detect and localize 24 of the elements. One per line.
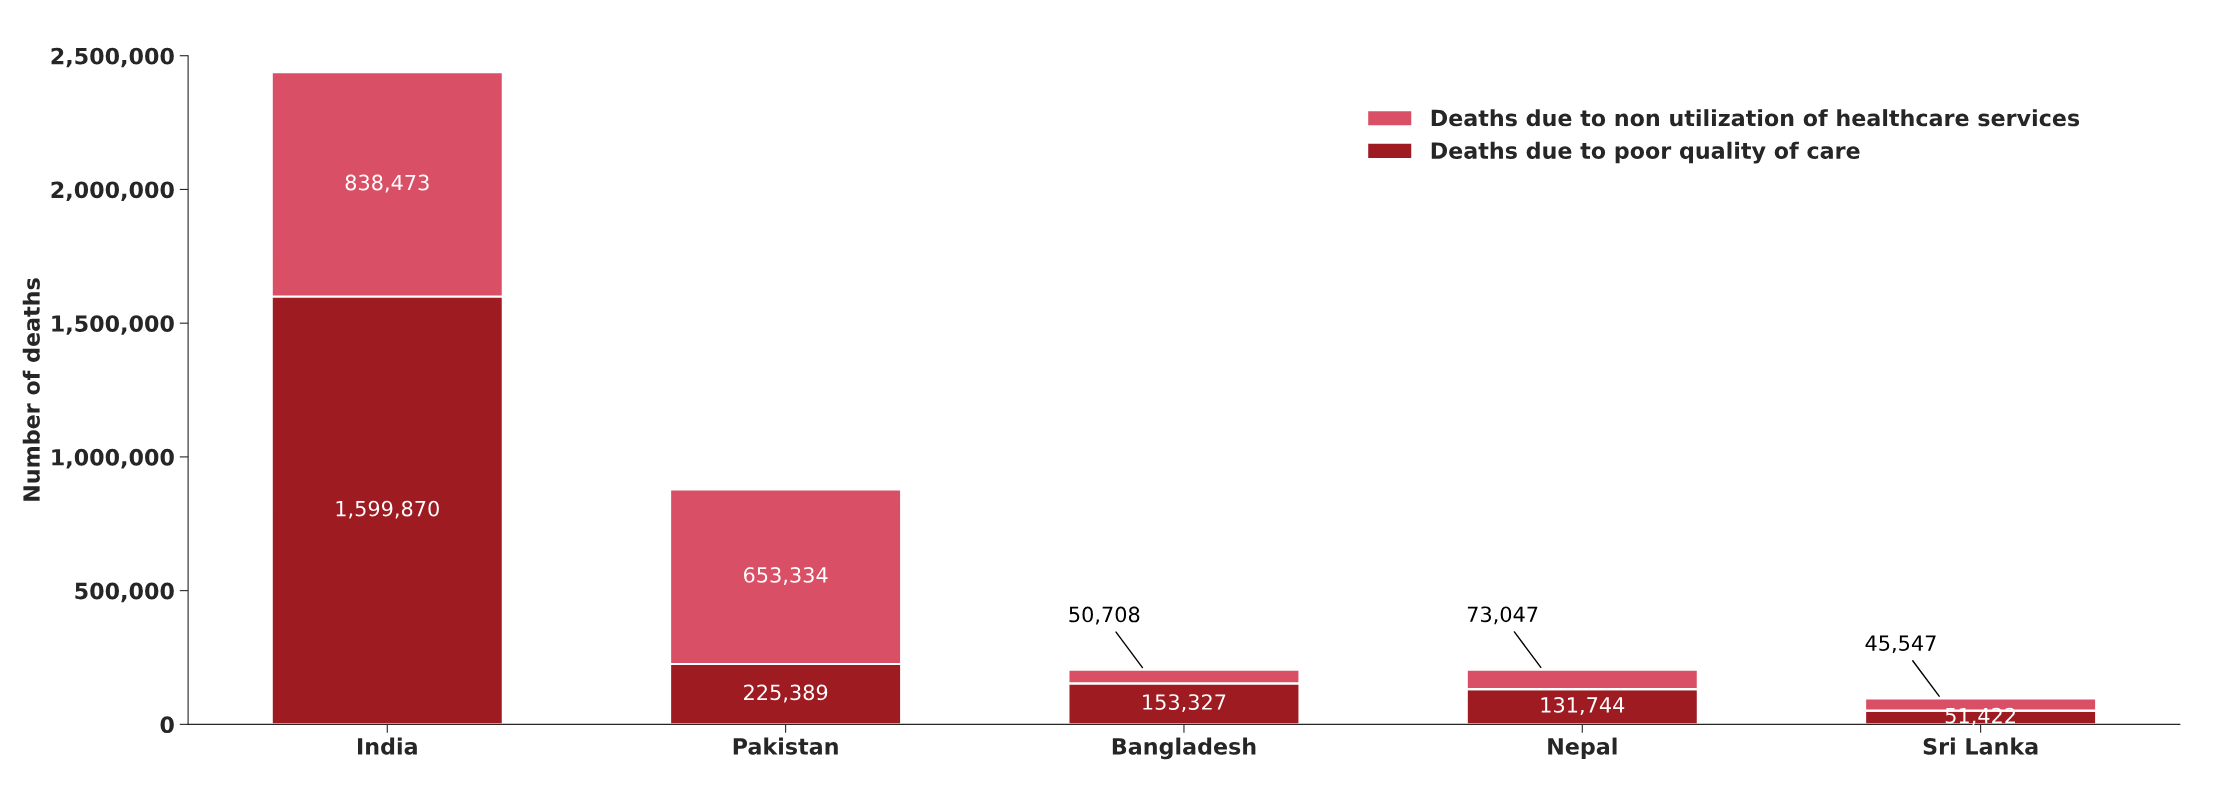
x-tick-label: Nepal [1548,737,1617,760]
data-label: 1,599,870 [336,500,439,519]
x-tick-label: Sri Lanka [1923,737,2038,755]
data-label: 653,334 [743,567,828,585]
data-label: 131,744 [1541,697,1625,715]
y-tick-label: 1,000,000 [52,448,174,469]
data-label: 153,327 [1143,694,1226,713]
y-tick-label: 1,500,000 [52,315,174,335]
data-label: 225,389 [744,684,828,703]
legend-label: Deaths due to non utilization of healthcare services [1431,109,2080,127]
data-label: 73,047 [1467,606,1538,625]
y-tick-label: 2,000,000 [51,181,174,202]
y-axis-title: Number of deaths [22,278,40,501]
y-tick-label: 2,500,000 [51,47,174,68]
x-tick-label: India [358,737,417,755]
x-tick-label: Bangladesh [1112,737,1256,760]
data-label: 51,422 [1945,707,2015,726]
data-label: 50,708 [1069,606,1140,625]
legend-label: Deaths due to poor quality of care [1431,141,1860,164]
data-label: 838,473 [345,174,429,193]
y-tick-label: 0 [160,716,174,734]
y-tick-label: 500,000 [75,582,174,603]
data-label: 45,547 [1865,635,1936,654]
x-tick-label: Pakistan [733,737,838,755]
